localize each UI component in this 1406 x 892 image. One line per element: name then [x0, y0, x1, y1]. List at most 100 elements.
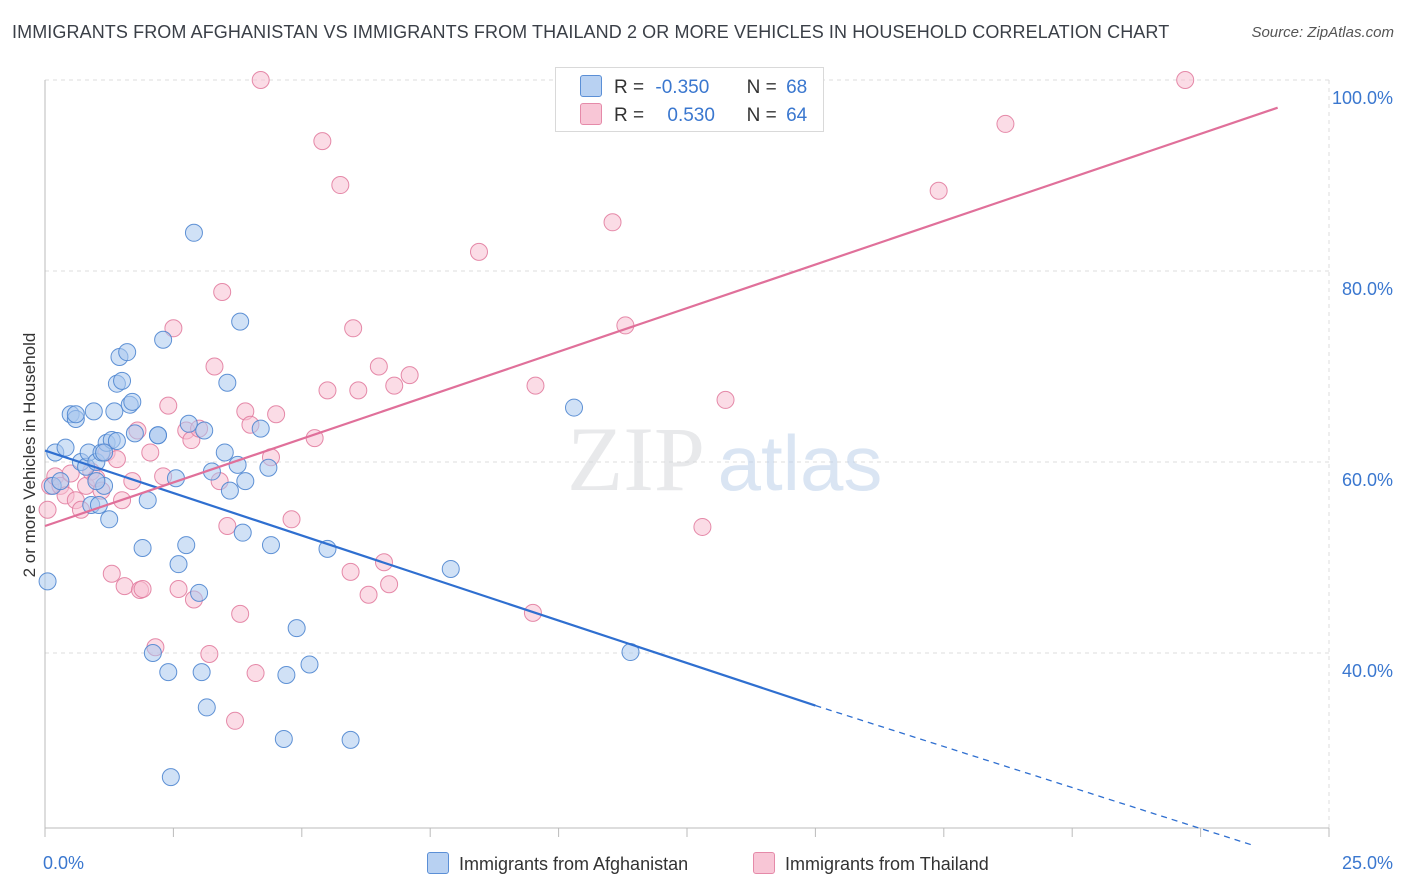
point-afghanistan	[233, 523, 252, 542]
legend-r-value: 0.530	[667, 105, 715, 126]
point-thailand	[469, 242, 488, 261]
point-afghanistan	[274, 729, 293, 748]
point-thailand	[38, 500, 57, 519]
trend-line-afghanistan	[44, 449, 816, 707]
y-tick-label: 80.0%	[1342, 279, 1393, 299]
point-afghanistan	[113, 371, 132, 390]
point-afghanistan	[133, 538, 152, 557]
legend-swatch-thailand	[580, 103, 602, 125]
legend-r-label: R =	[614, 105, 645, 126]
point-afghanistan	[215, 443, 234, 462]
point-afghanistan	[184, 223, 203, 242]
point-afghanistan	[177, 536, 196, 555]
chart-title: IMMIGRANTS FROM AFGHANISTAN VS IMMIGRANT…	[12, 22, 1170, 42]
point-afghanistan	[118, 343, 137, 362]
source-label: Source: ZipAtlas.com	[1251, 24, 1394, 41]
point-afghanistan	[159, 663, 178, 682]
point-thailand	[349, 381, 368, 400]
point-thailand	[282, 510, 301, 529]
bottom-legend-thailand: Immigrants from Thailand	[753, 852, 989, 875]
trend-line-afghanistan-extension	[815, 704, 1253, 846]
legend-n-label: N =	[746, 105, 777, 126]
point-afghanistan	[105, 402, 124, 421]
point-thailand	[164, 319, 183, 338]
watermark-atlas: atlas	[718, 419, 883, 507]
point-thailand	[226, 711, 245, 730]
y-tick-label: 100.0%	[1332, 88, 1393, 108]
point-afghanistan	[148, 426, 167, 445]
x-tick-label: 0.0%	[43, 853, 84, 873]
bottom-legend-label-afghanistan: Immigrants from Afghanistan	[459, 854, 689, 874]
x-tick-label: 25.0%	[1342, 853, 1393, 873]
trend-line-thailand	[44, 106, 1278, 528]
point-thailand	[133, 580, 152, 599]
point-thailand	[929, 181, 948, 200]
legend-row-thailand: R = 0.530 N = 64	[580, 103, 807, 127]
series-afghanistan-points	[38, 223, 640, 787]
point-afghanistan	[231, 312, 250, 331]
point-afghanistan	[228, 455, 247, 474]
point-thailand	[380, 575, 399, 594]
bottom-legend-label-thailand: Immigrants from Thailand	[785, 854, 989, 874]
point-afghanistan	[56, 438, 75, 457]
point-afghanistan	[341, 730, 360, 749]
point-afghanistan	[251, 419, 270, 438]
point-afghanistan	[87, 472, 106, 491]
point-thailand	[603, 213, 622, 232]
point-afghanistan	[179, 414, 198, 433]
point-afghanistan	[220, 481, 239, 500]
point-thailand	[716, 390, 735, 409]
point-afghanistan	[277, 665, 296, 684]
legend-r-value: -0.350	[655, 77, 710, 98]
point-afghanistan	[84, 402, 103, 421]
point-afghanistan	[169, 555, 188, 574]
point-afghanistan	[123, 392, 142, 411]
point-afghanistan	[300, 655, 319, 674]
point-thailand	[231, 604, 250, 623]
point-thailand	[213, 283, 232, 302]
point-afghanistan	[441, 559, 460, 578]
point-thailand	[313, 132, 332, 151]
point-afghanistan	[190, 583, 209, 602]
point-afghanistan	[66, 405, 85, 424]
legend-n-value: 68	[786, 77, 808, 98]
point-afghanistan	[565, 398, 584, 417]
point-afghanistan	[107, 431, 126, 450]
point-thailand	[169, 580, 188, 599]
point-thailand	[141, 443, 160, 462]
bottom-legend-swatch-thailand	[753, 852, 775, 874]
point-afghanistan	[218, 373, 237, 392]
point-thailand	[115, 577, 134, 596]
point-thailand	[1176, 71, 1195, 89]
tick-labels: 40.0% 60.0% 80.0% 100.0% 0.0% 25.0%	[43, 88, 1393, 873]
point-thailand	[400, 366, 419, 385]
point-afghanistan	[95, 443, 114, 462]
point-thailand	[341, 562, 360, 581]
point-thailand	[246, 664, 265, 683]
stats-legend: R = -0.350 N = 68 R = 0.530 N = 64	[555, 67, 824, 132]
point-thailand	[526, 376, 545, 395]
point-thailand	[218, 516, 237, 535]
point-afghanistan	[154, 330, 173, 349]
point-thailand	[267, 405, 286, 424]
point-thailand	[318, 381, 337, 400]
point-afghanistan	[38, 572, 57, 591]
legend-n-value: 64	[786, 105, 808, 126]
point-afghanistan	[197, 698, 216, 717]
point-thailand	[359, 585, 378, 604]
point-thailand	[369, 357, 388, 376]
legend-r-label: R =	[614, 77, 645, 98]
legend-n-label: N =	[746, 77, 777, 98]
bottom-legend-swatch-afghanistan	[427, 852, 449, 874]
point-afghanistan	[51, 472, 70, 491]
legend-swatch-afghanistan	[580, 75, 602, 97]
point-afghanistan	[100, 510, 119, 529]
point-afghanistan	[143, 644, 162, 662]
point-afghanistan	[261, 536, 280, 555]
point-thailand	[251, 71, 270, 89]
point-afghanistan	[287, 619, 306, 638]
point-thailand	[205, 357, 224, 376]
point-thailand	[159, 396, 178, 415]
point-afghanistan	[192, 663, 211, 682]
y-tick-label: 40.0%	[1342, 661, 1393, 681]
